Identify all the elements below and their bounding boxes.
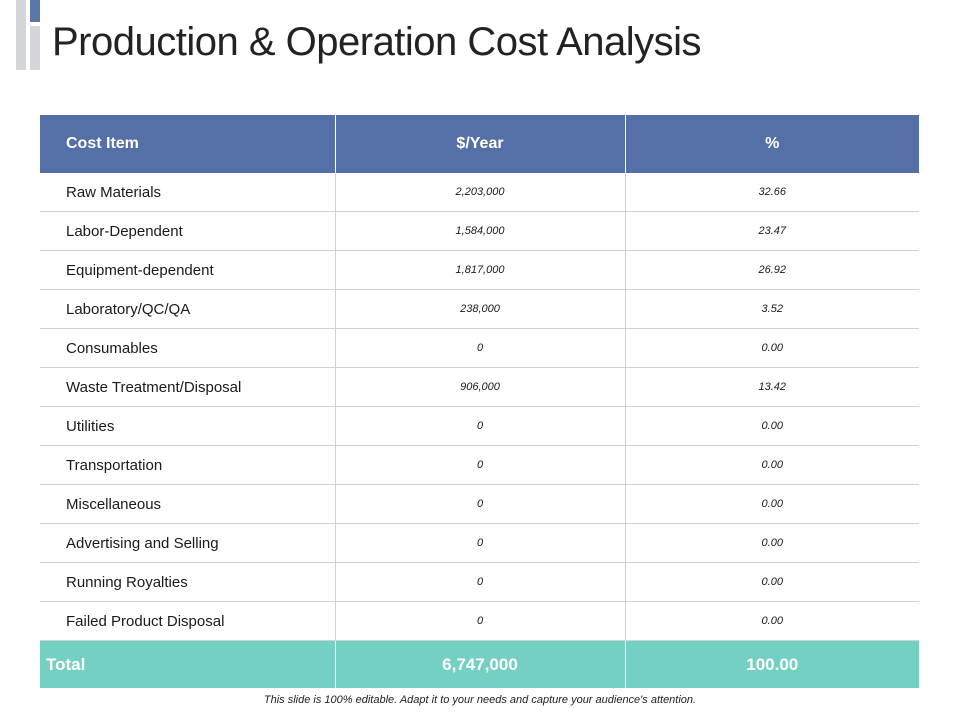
table-row: Labor-Dependent 1,584,000 23.47: [40, 211, 919, 251]
table-row: Laboratory/QC/QA 238,000 3.52: [40, 289, 919, 329]
per-year-cell: 906,000: [334, 367, 625, 407]
percent-cell: 0.00: [624, 562, 919, 602]
per-year-cell: 2,203,000: [334, 173, 625, 212]
percent-cell: 0.00: [624, 523, 919, 563]
cost-item-cell: Running Royalties: [40, 562, 335, 602]
cost-item-cell: Utilities: [40, 406, 335, 446]
cost-item-cell: Miscellaneous: [40, 484, 335, 524]
per-year-cell: 0: [334, 445, 625, 485]
table-header-row: Cost Item $/Year %: [40, 115, 919, 173]
per-year-cell: 1,817,000: [334, 250, 625, 290]
cost-item-cell: Labor-Dependent: [40, 211, 335, 251]
per-year-cell: 0: [334, 523, 625, 563]
table-row: Transportation 0 0.00: [40, 445, 919, 485]
per-year-cell: 1,584,000: [334, 211, 625, 251]
per-year-cell: 238,000: [334, 289, 625, 329]
slide-title: Production & Operation Cost Analysis: [52, 20, 702, 64]
percent-cell: 0.00: [624, 445, 919, 485]
table-row: Utilities 0 0.00: [40, 406, 919, 446]
percent-cell: 26.92: [624, 250, 919, 290]
percent-cell: 13.42: [624, 367, 919, 407]
per-year-cell: 0: [334, 406, 625, 446]
total-per-year: 6,747,000: [334, 640, 625, 688]
percent-cell: 0.00: [624, 484, 919, 524]
header-cost-item: Cost Item: [40, 115, 335, 173]
total-row: Total 6,747,000 100.00: [40, 640, 919, 688]
table-row: Advertising and Selling 0 0.00: [40, 523, 919, 563]
cost-table: Cost Item $/Year % Raw Materials 2,203,0…: [40, 115, 919, 688]
table-row: Failed Product Disposal 0 0.00: [40, 601, 919, 641]
cost-item-cell: Waste Treatment/Disposal: [40, 367, 335, 407]
percent-cell: 0.00: [624, 406, 919, 446]
cost-item-cell: Failed Product Disposal: [40, 601, 335, 641]
cost-item-cell: Transportation: [40, 445, 335, 485]
percent-cell: 3.52: [624, 289, 919, 329]
total-label: Total: [40, 640, 335, 688]
per-year-cell: 0: [334, 484, 625, 524]
percent-cell: 0.00: [624, 328, 919, 368]
cost-item-cell: Laboratory/QC/QA: [40, 289, 335, 329]
percent-cell: 23.47: [624, 211, 919, 251]
table-row: Miscellaneous 0 0.00: [40, 484, 919, 524]
total-percent: 100.00: [624, 640, 919, 688]
per-year-cell: 0: [334, 328, 625, 368]
table-row: Raw Materials 2,203,000 32.66: [40, 173, 919, 212]
table-row: Equipment-dependent 1,817,000 26.92: [40, 250, 919, 290]
cost-item-cell: Advertising and Selling: [40, 523, 335, 563]
per-year-cell: 0: [334, 562, 625, 602]
cost-item-cell: Equipment-dependent: [40, 250, 335, 290]
header-percent: %: [624, 115, 919, 173]
table-row: Running Royalties 0 0.00: [40, 562, 919, 602]
table-row: Waste Treatment/Disposal 906,000 13.42: [40, 367, 919, 407]
table-row: Consumables 0 0.00: [40, 328, 919, 368]
cost-item-cell: Raw Materials: [40, 173, 335, 212]
percent-cell: 0.00: [624, 601, 919, 641]
decorative-bar: [30, 26, 40, 70]
slide-footnote: This slide is 100% editable. Adapt it to…: [263, 694, 697, 706]
decorative-bar: [16, 0, 26, 70]
header-per-year: $/Year: [334, 115, 625, 173]
decorative-bar-accent: [30, 0, 40, 22]
cost-item-cell: Consumables: [40, 328, 335, 368]
percent-cell: 32.66: [624, 173, 919, 212]
per-year-cell: 0: [334, 601, 625, 641]
